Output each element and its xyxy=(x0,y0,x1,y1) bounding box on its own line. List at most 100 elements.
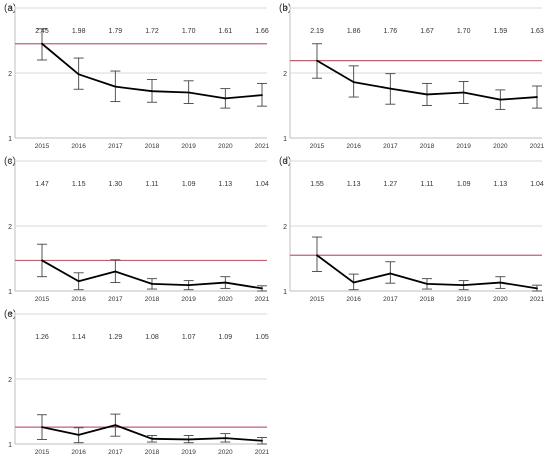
data-label: 1.30 xyxy=(109,181,123,188)
data-label: 1.07 xyxy=(182,334,196,341)
x-tick-label: 2019 xyxy=(181,296,196,303)
x-tick-label: 2021 xyxy=(530,143,545,150)
x-tick-label: 2016 xyxy=(71,296,86,303)
data-point xyxy=(224,97,227,100)
x-tick-label: 2021 xyxy=(530,296,545,303)
x-tick-label: 2021 xyxy=(255,143,270,150)
chart-svg: (c) 1 2 3 1.47 1.15 1.30 1.11 1.09 1.13 1.04 2015 20… xyxy=(4,156,270,303)
data-label: 1.61 xyxy=(219,28,233,35)
x-tick-label: 2015 xyxy=(310,143,325,150)
x-tick-label: 2019 xyxy=(456,296,471,303)
data-label: 2.19 xyxy=(310,28,324,35)
data-label: 1.14 xyxy=(72,334,86,341)
data-point xyxy=(536,96,538,98)
x-tick-label: 2017 xyxy=(383,296,398,303)
data-label: 1.70 xyxy=(182,28,196,35)
data-label: 1.13 xyxy=(494,181,508,188)
data-label: 1.26 xyxy=(35,334,49,341)
error-bar xyxy=(312,236,322,272)
y-tick-label: 3 xyxy=(8,6,12,13)
y-tick-label: 2 xyxy=(8,71,12,78)
data-point xyxy=(41,42,43,45)
data-label: 1.76 xyxy=(384,28,398,35)
data-point xyxy=(389,272,392,275)
x-tick-label: 2019 xyxy=(181,143,196,150)
panel-b: (b) 1 2 3 2.19 1.86 1.76 1.67 1.70 1.59 1.63 2015 20… xyxy=(275,0,550,153)
data-label: 1.15 xyxy=(72,181,86,188)
data-label: 1.09 xyxy=(182,181,196,188)
x-tick-label: 2018 xyxy=(145,296,160,303)
data-point xyxy=(151,90,153,93)
x-tick-label: 2016 xyxy=(346,143,361,150)
x-tick-label: 2021 xyxy=(255,449,270,456)
data-point xyxy=(462,91,465,94)
data-label: 1.13 xyxy=(347,181,361,188)
x-tick-label: 2017 xyxy=(108,143,123,150)
data-point xyxy=(389,87,392,90)
data-label: 1.11 xyxy=(145,181,158,188)
data-label: 1.08 xyxy=(145,334,159,341)
data-point xyxy=(261,439,263,442)
data-label: 1.72 xyxy=(145,28,159,35)
y-tick-label: 1 xyxy=(283,136,287,143)
error-bar xyxy=(385,261,396,284)
y-tick-label: 2 xyxy=(283,224,287,231)
data-point xyxy=(77,434,80,436)
chart-svg: (a) 1 2 3 2.45 1.98 1.79 1.72 1.70 1.61 1.66 2015 20… xyxy=(4,3,270,150)
x-tick-label: 2018 xyxy=(420,143,435,150)
data-label: 1.09 xyxy=(219,334,233,341)
data-point xyxy=(187,91,190,94)
data-label: 1.70 xyxy=(457,28,471,35)
data-label: 1.63 xyxy=(530,28,544,35)
y-tick-label: 2 xyxy=(8,224,12,231)
y-tick-label: 2 xyxy=(283,71,287,78)
data-label: 1.79 xyxy=(109,28,123,35)
data-point xyxy=(316,59,318,62)
x-tick-label: 2020 xyxy=(493,143,508,150)
data-label: 1.04 xyxy=(530,181,544,188)
data-label: 1.67 xyxy=(420,28,434,35)
y-tick-label: 3 xyxy=(283,6,287,13)
data-point xyxy=(77,280,80,283)
y-tick-label: 3 xyxy=(8,159,12,166)
data-point xyxy=(151,282,153,285)
data-point xyxy=(352,81,355,83)
x-tick-label: 2017 xyxy=(383,143,398,150)
data-point xyxy=(77,73,80,76)
chart-svg: (d) 1 2 3 1.55 1.13 1.27 1.11 1.09 1.13 1.04 2015 20… xyxy=(279,156,545,303)
data-point xyxy=(499,281,502,284)
data-label: 1.04 xyxy=(255,181,269,188)
data-point xyxy=(261,94,263,96)
x-tick-label: 2020 xyxy=(218,296,233,303)
x-tick-label: 2017 xyxy=(108,296,123,303)
x-tick-label: 2016 xyxy=(71,143,86,150)
data-point xyxy=(352,281,355,284)
x-tick-label: 2018 xyxy=(145,449,160,456)
data-point xyxy=(499,98,502,101)
data-label: 1.47 xyxy=(35,181,49,188)
data-label: 1.09 xyxy=(457,181,471,188)
data-point xyxy=(41,259,43,262)
data-label: 1.55 xyxy=(310,181,324,188)
panel-e: (e) 1 2 3 1.26 1.14 1.29 1.08 1.07 1.09 1.05 2015 20… xyxy=(0,306,275,459)
panel-label: (c) xyxy=(4,156,16,167)
data-label: 1.98 xyxy=(72,28,86,35)
data-point xyxy=(261,287,263,290)
y-tick-label: 1 xyxy=(8,136,12,143)
x-tick-label: 2015 xyxy=(310,296,325,303)
y-tick-label: 1 xyxy=(8,289,12,296)
chart-svg: (e) 1 2 3 1.26 1.14 1.29 1.08 1.07 1.09 1.05 2015 20… xyxy=(4,309,270,456)
panel-c: (c) 1 2 3 1.47 1.15 1.30 1.11 1.09 1.13 1.04 2015 20… xyxy=(0,153,275,306)
data-point xyxy=(187,284,190,287)
data-point xyxy=(316,254,318,257)
data-label: 1.13 xyxy=(219,181,233,188)
panel-label: (e) xyxy=(4,309,16,320)
panel-a: (a) 1 2 3 2.45 1.98 1.79 1.72 1.70 1.61 1.66 2015 20… xyxy=(0,0,275,153)
data-point xyxy=(114,85,117,88)
x-tick-label: 2020 xyxy=(218,449,233,456)
x-tick-label: 2019 xyxy=(181,449,196,456)
data-point xyxy=(114,270,117,273)
x-tick-label: 2016 xyxy=(71,449,86,456)
panel-d: (d) 1 2 3 1.55 1.13 1.27 1.11 1.09 1.13 1.04 2015 20… xyxy=(275,153,550,306)
data-point xyxy=(114,424,117,427)
